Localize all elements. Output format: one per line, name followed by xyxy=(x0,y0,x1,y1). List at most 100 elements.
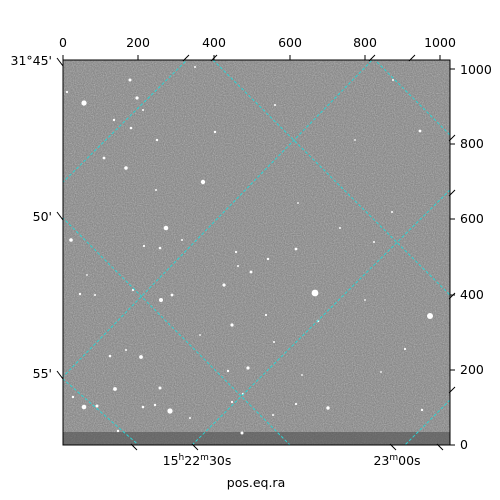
star xyxy=(102,156,106,160)
right-tick-label: 400 xyxy=(460,287,484,302)
top-tick-label: 800 xyxy=(353,35,377,50)
plot-frame xyxy=(62,59,451,446)
coordinate-grid xyxy=(63,60,450,445)
star xyxy=(264,313,268,317)
star xyxy=(94,294,96,296)
tick-mark xyxy=(56,370,64,380)
star xyxy=(339,227,341,229)
star xyxy=(226,369,230,373)
top-tick-label: 400 xyxy=(202,35,226,50)
star xyxy=(129,126,133,130)
tick-mark xyxy=(56,211,64,221)
star xyxy=(116,429,120,433)
top-tick-label: 1000 xyxy=(424,35,456,50)
star xyxy=(213,130,217,134)
ra-tick-label: 23m00s xyxy=(373,453,420,468)
top-tick-label: 600 xyxy=(278,35,302,50)
star xyxy=(69,238,73,242)
star xyxy=(155,189,157,191)
star xyxy=(189,417,191,419)
tick-mark xyxy=(436,443,444,451)
star xyxy=(294,247,298,251)
tick-mark xyxy=(408,54,416,62)
star xyxy=(124,166,128,170)
star xyxy=(326,406,330,410)
star xyxy=(65,90,69,94)
star xyxy=(200,179,206,185)
top-tick-label: 0 xyxy=(59,35,67,50)
top-pixel-axis: 0 200 400 600 800 1000 xyxy=(59,35,456,50)
right-tick-label: 600 xyxy=(460,211,484,226)
star xyxy=(294,402,298,406)
right-tick-label: 1000 xyxy=(460,62,492,77)
tick-mark xyxy=(191,443,199,451)
star xyxy=(237,265,239,267)
star xyxy=(113,387,117,391)
star xyxy=(234,250,238,254)
star-field xyxy=(65,66,433,435)
star xyxy=(364,299,366,301)
star xyxy=(297,202,299,204)
star xyxy=(81,100,87,106)
star xyxy=(108,354,112,358)
ra-tick-label: 15h22m30s xyxy=(163,453,232,468)
star xyxy=(380,371,382,373)
x-axis-title: pos.eq.ra xyxy=(227,475,285,490)
grid-line xyxy=(63,60,373,378)
star xyxy=(230,323,234,327)
star xyxy=(222,283,226,287)
star xyxy=(354,139,356,141)
tick-marks xyxy=(56,54,456,451)
star xyxy=(391,211,393,213)
image-panel xyxy=(62,59,451,446)
tick-mark xyxy=(448,189,456,197)
bottom-edge-band xyxy=(63,432,450,445)
tick-mark xyxy=(130,443,138,451)
tick-mark xyxy=(448,134,456,142)
tick-mark xyxy=(448,292,456,300)
star xyxy=(167,408,173,414)
right-tick-label: 200 xyxy=(460,362,484,377)
grid-line xyxy=(63,378,140,445)
star xyxy=(246,366,250,370)
star xyxy=(427,313,433,319)
dec-tick-label: 55' xyxy=(33,366,52,381)
top-tick-label: 200 xyxy=(126,35,150,50)
star xyxy=(159,298,163,302)
star xyxy=(128,78,132,82)
star xyxy=(153,403,157,407)
star xyxy=(125,349,127,351)
star xyxy=(181,239,183,241)
grid-line xyxy=(374,60,450,136)
star xyxy=(135,96,139,100)
right-tick-label: 0 xyxy=(460,437,468,452)
tick-mark xyxy=(182,54,190,62)
star xyxy=(274,104,276,106)
sky-noise xyxy=(63,60,450,445)
grid-line xyxy=(212,60,450,296)
star xyxy=(170,293,174,297)
star xyxy=(301,374,303,376)
star xyxy=(141,405,145,409)
right-tick-label: 800 xyxy=(460,136,484,151)
star xyxy=(199,334,201,336)
grid-line xyxy=(63,217,291,445)
dec-tick-label: 31°45' xyxy=(11,53,53,68)
star xyxy=(142,109,144,111)
star xyxy=(392,79,394,81)
star xyxy=(155,138,159,142)
star xyxy=(373,241,375,243)
star xyxy=(418,129,422,133)
star xyxy=(158,246,162,250)
star xyxy=(158,386,162,390)
star xyxy=(131,288,135,292)
star xyxy=(230,400,234,404)
star xyxy=(95,404,99,408)
grid-line xyxy=(63,60,188,183)
tick-mark xyxy=(56,57,64,67)
star xyxy=(112,118,116,122)
star xyxy=(403,347,407,351)
tick-mark xyxy=(389,443,397,451)
tick-mark xyxy=(368,54,376,62)
